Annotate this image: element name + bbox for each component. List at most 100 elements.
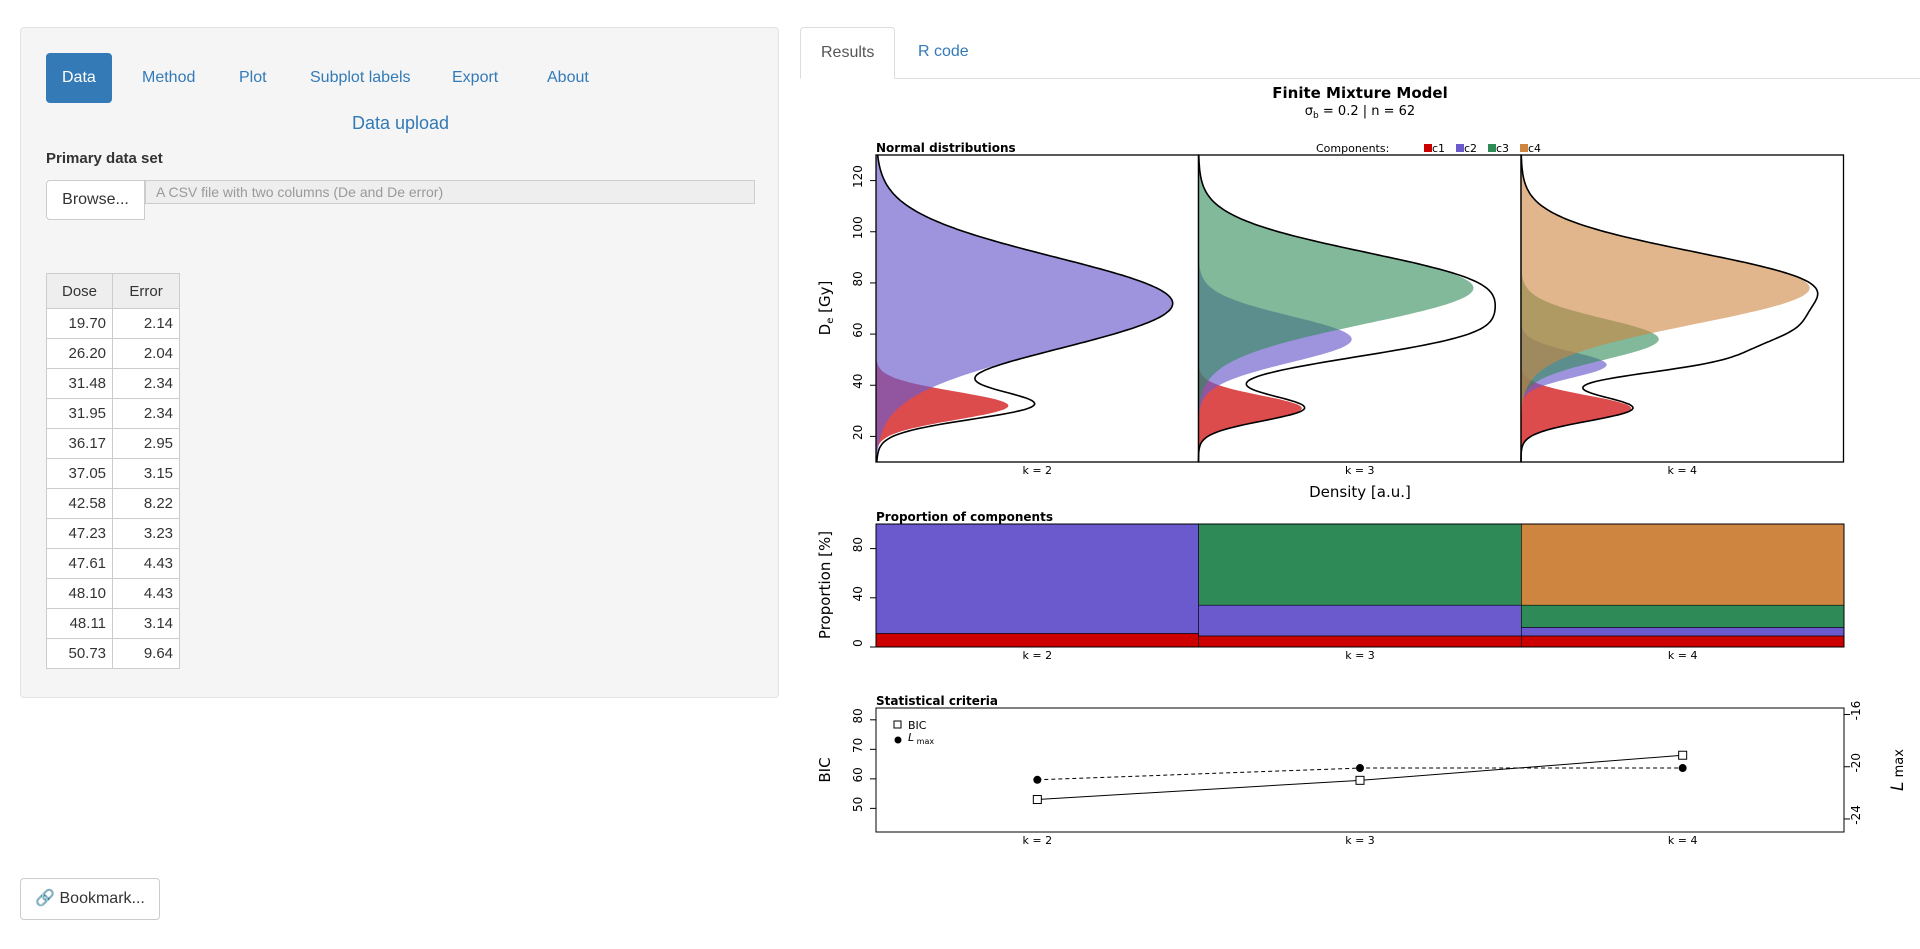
proportion-bar-c4 xyxy=(1521,523,1845,606)
panel-title-criteria: Statistical criteria xyxy=(876,694,998,708)
cell-error: 2.95 xyxy=(112,428,181,459)
proportion-bar-c2 xyxy=(1521,627,1845,637)
table-row: 31.48 2.34 xyxy=(45,368,181,399)
density-area-c1 xyxy=(1521,155,1632,462)
bookmark-button[interactable]: 🔗 Bookmark... xyxy=(20,878,160,920)
cell-dose: 47.23 xyxy=(45,518,114,549)
legend-swatch-c2 xyxy=(1456,144,1464,152)
bic-point xyxy=(1032,795,1042,805)
category-label: k = 2 xyxy=(1023,834,1053,847)
y-axis-label-bic: BIC xyxy=(816,757,834,782)
tab-r-code[interactable]: R code xyxy=(918,43,969,60)
density-total-line xyxy=(1520,155,1819,462)
fmm-plot: Finite Mixture Model σb = 0.2 | n = 62 N… xyxy=(816,84,1908,847)
lmax-point xyxy=(1033,775,1042,784)
panel-title-normal: Normal distributions xyxy=(876,141,1016,155)
cell-error: 3.14 xyxy=(112,608,181,639)
density-total-line xyxy=(876,154,1174,463)
tab-about[interactable]: About xyxy=(547,69,589,86)
tab-plot[interactable]: Plot xyxy=(239,69,267,86)
cell-error: 2.14 xyxy=(112,308,181,339)
cell-dose: 50.73 xyxy=(45,638,114,669)
y-tick-label: 20 xyxy=(851,425,865,440)
sidebar-panel: Data Method Plot Subplot labels Export A… xyxy=(20,27,779,698)
y-tick-label: 0 xyxy=(851,639,865,647)
y-right-tick-label: -16 xyxy=(1849,701,1863,721)
y-axis-label: De [Gy] xyxy=(816,281,836,336)
density-area-c1 xyxy=(1198,155,1302,462)
cell-dose: 19.70 xyxy=(45,308,114,339)
cell-dose: 31.95 xyxy=(45,398,114,429)
table-row: 47.23 3.23 xyxy=(45,518,181,549)
legend-entry-c3: c3 xyxy=(1496,142,1509,155)
cell-error: 8.22 xyxy=(112,488,181,519)
proportion-bar-c2 xyxy=(1198,604,1522,637)
y-right-tick-label: -24 xyxy=(1849,805,1863,825)
y-axis-label-lmax: L max xyxy=(1888,749,1908,791)
lmax-point xyxy=(1356,764,1364,773)
table-row: 42.58 8.22 xyxy=(45,488,181,519)
y-tick-label: 80 xyxy=(851,708,865,723)
table-row: 36.17 2.95 xyxy=(45,428,181,459)
cell-error: 2.34 xyxy=(112,368,181,399)
tab-data[interactable]: Data xyxy=(46,53,112,103)
cell-error: 3.23 xyxy=(112,518,181,549)
bookmark-label: Bookmark... xyxy=(59,890,145,907)
cell-dose: 26.20 xyxy=(45,338,114,369)
field-label: Primary data set xyxy=(46,150,163,167)
legend-bic-marker xyxy=(893,720,902,729)
legend-lmax-marker xyxy=(894,736,902,744)
proportion-bar-c3 xyxy=(1198,523,1522,606)
file-input[interactable]: A CSV file with two columns (De and De e… xyxy=(145,180,755,204)
cell-dose: 42.58 xyxy=(45,488,114,519)
panel-label: k = 2 xyxy=(1022,464,1052,477)
tab-export[interactable]: Export xyxy=(452,69,499,86)
proportion-bar-c3 xyxy=(1521,604,1845,628)
cell-dose: 48.11 xyxy=(45,608,114,639)
density-area-c3 xyxy=(1198,155,1474,462)
legend-label: Components: xyxy=(1316,142,1389,155)
plot-title: Finite Mixture Model xyxy=(1272,84,1447,102)
y-tick-label: 50 xyxy=(851,797,865,812)
cell-error: 2.04 xyxy=(112,338,181,369)
y-tick-label: 100 xyxy=(851,216,865,239)
lmax-point xyxy=(1678,764,1687,773)
proportion-panel: Proportion of components k = 2 k = 3 k = 4 0… xyxy=(816,510,1845,662)
criteria-frame xyxy=(875,707,1845,833)
table-row: 47.61 4.43 xyxy=(45,548,181,579)
tab-method[interactable]: Method xyxy=(142,69,196,86)
proportion-bar-c1 xyxy=(875,633,1199,648)
bic-point xyxy=(1355,775,1365,785)
y-right-tick-label: -20 xyxy=(1849,753,1863,773)
table-row: 31.95 2.34 xyxy=(45,398,181,429)
tab-results[interactable]: Results xyxy=(800,27,896,79)
column-header-dose: Dose xyxy=(45,273,114,309)
cell-dose: 47.61 xyxy=(45,548,114,579)
cell-error: 3.15 xyxy=(112,458,181,489)
table-row: 19.70 2.14 xyxy=(45,308,181,339)
y-tick-label: 40 xyxy=(851,374,865,389)
table-row: 26.20 2.04 xyxy=(45,338,181,369)
proportion-bar-c1 xyxy=(1198,635,1522,648)
cell-dose: 48.10 xyxy=(45,578,114,609)
x-axis-label: Density [a.u.] xyxy=(1309,483,1411,501)
panel-title-proportion: Proportion of components xyxy=(876,510,1053,524)
y-tick-label: 120 xyxy=(851,165,865,188)
y-tick-label: 40 xyxy=(851,586,865,601)
legend-swatch-c1 xyxy=(1424,144,1432,152)
section-title: Data upload xyxy=(351,113,450,133)
panel-label: k = 3 xyxy=(1345,464,1375,477)
cell-dose: 37.05 xyxy=(45,458,114,489)
table-row: 37.05 3.15 xyxy=(45,458,181,489)
table-row: 48.10 4.43 xyxy=(45,578,181,609)
cell-error: 4.43 xyxy=(112,578,181,609)
y-tick-label: 80 xyxy=(851,537,865,552)
proportion-bar-c1 xyxy=(1521,635,1845,648)
browse-button[interactable]: Browse... xyxy=(46,180,145,220)
legend-bic-label: BIC xyxy=(908,719,927,732)
cell-error: 9.64 xyxy=(112,638,181,669)
density-panels: Normal distributions Components: c1 c2 c3 c4 k… xyxy=(816,141,1845,501)
tab-subplot-labels[interactable]: Subplot labels xyxy=(310,69,411,86)
density-area-c4 xyxy=(1521,155,1810,462)
category-label: k = 4 xyxy=(1668,649,1698,662)
